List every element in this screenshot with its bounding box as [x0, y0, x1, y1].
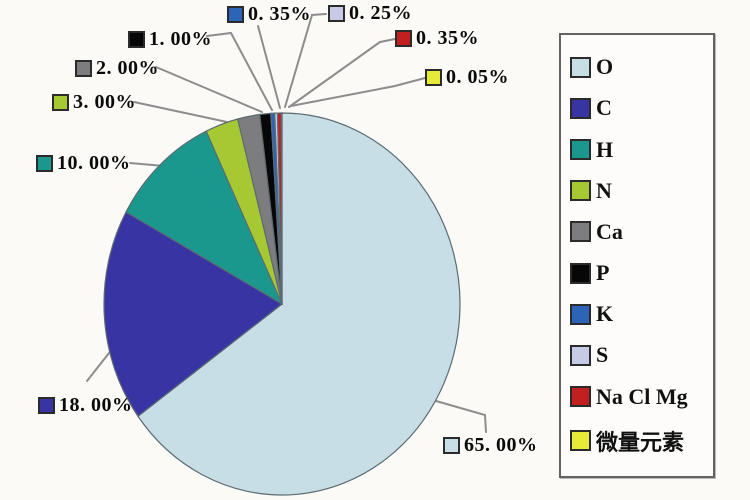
legend-item-ca: Ca: [570, 219, 711, 245]
pie-label-trace: 0. 05%: [425, 66, 509, 89]
legend-label-c: C: [596, 95, 612, 121]
legend-swatch-ca: [570, 221, 591, 243]
pie-label-k: 0. 35%: [227, 3, 311, 26]
legend-item-s: S: [570, 342, 711, 368]
legend-swatch-c: [570, 97, 591, 119]
legend-swatch-p: [570, 262, 591, 284]
legend-label-h: H: [596, 136, 614, 162]
leader-line-p: [206, 31, 273, 111]
legend-label-ca: Ca: [596, 218, 623, 244]
pie-label-o: 65. 00%: [443, 434, 538, 457]
leader-line-s: [284, 13, 327, 108]
pie-wedges: [103, 112, 461, 496]
label-text-naclmg: 0. 35%: [416, 27, 479, 49]
legend-swatch-h: [570, 139, 591, 161]
legend-label-k: K: [596, 301, 614, 327]
label-swatch-trace: [425, 69, 442, 86]
pie-label-p: 1. 00%: [128, 28, 212, 51]
pie-label-n: 3. 00%: [52, 91, 136, 114]
legend-label-trace: 微量元素: [596, 429, 685, 455]
label-text-ca: 2. 00%: [96, 57, 159, 79]
label-swatch-naclmg: [395, 30, 412, 47]
legend-label-o: O: [596, 54, 614, 80]
label-swatch-p: [128, 31, 145, 48]
leader-line-o: [435, 400, 487, 433]
label-text-trace: 0. 05%: [446, 66, 509, 88]
label-text-s: 0. 25%: [349, 2, 412, 24]
label-swatch-h: [36, 155, 53, 172]
label-swatch-o: [443, 437, 460, 454]
legend-swatch-s: [570, 344, 591, 366]
legend-item-k: K: [570, 301, 711, 327]
label-swatch-k: [227, 6, 244, 23]
leader-line-ca: [155, 66, 263, 113]
label-text-c: 18. 00%: [59, 394, 133, 416]
leader-line-trace: [290, 77, 426, 107]
pie-slice-C: [103, 211, 284, 418]
legend-label-p: P: [596, 260, 610, 286]
legend-item-naclmg: Na Cl Mg: [570, 384, 711, 410]
legend-item-trace: 微量元素: [570, 425, 711, 457]
legend-item-p: P: [570, 260, 711, 286]
label-text-k: 0. 35%: [248, 3, 311, 25]
label-text-h: 10. 00%: [57, 152, 131, 174]
legend-swatch-o: [570, 56, 591, 78]
pie-label-c: 18. 00%: [38, 394, 133, 417]
legend-label-n: N: [596, 177, 612, 203]
legend-box: O C H N Ca P K S: [559, 33, 715, 478]
legend-label-naclmg: Na Cl Mg: [596, 383, 688, 409]
pie-label-ca: 2. 00%: [75, 57, 159, 80]
leader-line-n: [133, 101, 228, 123]
legend-swatch-k: [570, 303, 591, 325]
leader-line-k: [257, 25, 281, 109]
leader-lines: [86, 13, 487, 433]
legend-item-n: N: [570, 178, 711, 204]
label-text-o: 65. 00%: [464, 434, 538, 456]
legend-item-o: O: [570, 54, 711, 80]
leader-line-naclmg: [288, 38, 396, 108]
pie-slice-O: [137, 112, 461, 496]
legend-swatch-trace: [570, 430, 591, 452]
legend-label-s: S: [596, 342, 609, 368]
pie-label-naclmg: 0. 35%: [395, 27, 479, 50]
label-swatch-n: [52, 94, 69, 111]
legend-item-h: H: [570, 137, 711, 163]
pie-label-s: 0. 25%: [328, 2, 412, 25]
label-swatch-s: [328, 5, 345, 22]
legend-item-c: C: [570, 95, 711, 121]
legend-swatch-naclmg: [570, 386, 591, 408]
label-text-p: 1. 00%: [149, 28, 212, 50]
label-swatch-ca: [75, 60, 92, 77]
pie-slice-微量元素: [280, 112, 283, 305]
label-swatch-c: [38, 397, 55, 414]
pie-slice-H: [125, 130, 284, 306]
pie-label-h: 10. 00%: [36, 152, 131, 175]
label-text-n: 3. 00%: [73, 91, 136, 113]
legend-swatch-n: [570, 180, 591, 202]
